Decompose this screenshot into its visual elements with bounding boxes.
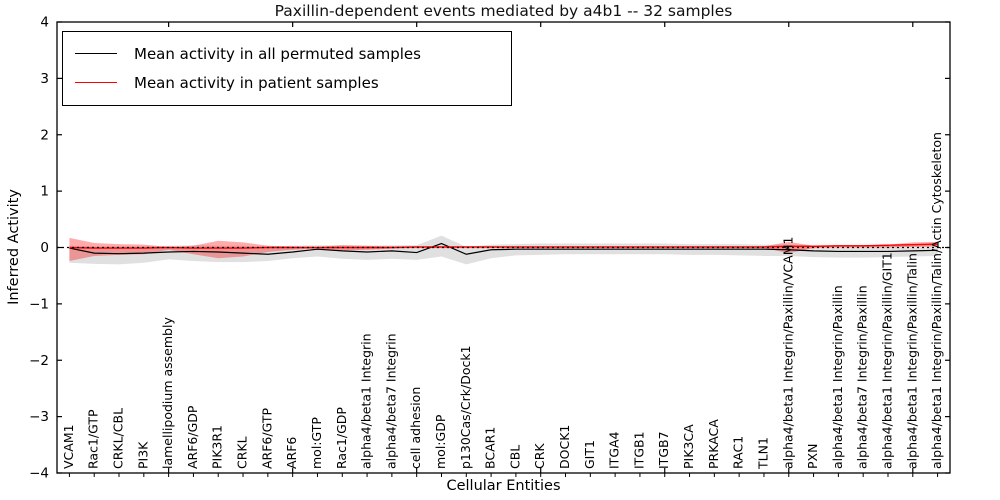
y-tick-label: −4 [29, 466, 49, 482]
y-tick-label: −3 [29, 409, 49, 425]
permuted-line-swatch [75, 53, 117, 54]
category-label: ITGB1 [631, 431, 646, 469]
patient-line-swatch [75, 82, 117, 83]
category-label: alpha4/beta7 Integrin/Paxillin [855, 285, 870, 469]
legend: Mean activity in all permuted samples Me… [62, 31, 512, 106]
category-label: alpha4/beta1 Integrin [359, 333, 374, 469]
mean-line [69, 242, 938, 255]
category-label: ARF6/GTP [259, 408, 274, 469]
legend-entry-label: Mean activity in patient samples [134, 73, 379, 92]
category-label: PI3K [135, 441, 150, 469]
category-label: alpha4/beta7 Integrin [383, 333, 398, 469]
category-label: Rac1/GDP [334, 407, 349, 469]
legend-entry: Mean activity in patient samples [75, 68, 499, 97]
category-label: DOCK1 [557, 425, 572, 469]
category-label: TLN1 [755, 437, 770, 470]
x-axis-label: Cellular Entities [446, 478, 561, 494]
y-tick-label: 2 [40, 127, 49, 143]
legend-entry: Mean activity in all permuted samples [75, 39, 499, 68]
category-label: PIK3R1 [210, 425, 225, 469]
category-label: ARF6/GDP [185, 405, 200, 469]
category-label: PRKACA [706, 419, 721, 469]
category-label: ARF6 [284, 437, 299, 469]
category-label: mol:GDP [433, 414, 448, 469]
category-label: BCAR1 [483, 427, 498, 469]
category-label: CBL [507, 445, 522, 469]
category-label: PXN [805, 444, 820, 469]
y-tick-label: −1 [29, 296, 49, 312]
category-label: alpha4/beta1 Integrin/Paxillin/Talin/Act… [929, 132, 944, 469]
category-label: cell adhesion [408, 387, 423, 469]
category-label: PIK3CA [681, 424, 696, 469]
category-label: CRK [532, 443, 547, 469]
category-label: ITGB7 [656, 431, 671, 469]
category-label: lamellipodium assembly [160, 317, 175, 469]
category-label: CRKL [235, 436, 250, 469]
y-tick-label: 0 [40, 240, 49, 256]
category-label: mol:GTP [309, 417, 324, 469]
category-label: GIT1 [582, 440, 597, 469]
category-label: alpha4/beta1 Integrin/Paxillin/GIT1 [879, 252, 894, 469]
y-tick-label: −2 [29, 353, 49, 369]
category-label: alpha4/beta1 Integrin/Paxillin/VCAM1 [780, 237, 795, 469]
category-label: alpha4/beta1 Integrin/Paxillin [830, 285, 845, 469]
y-tick-label: 3 [40, 71, 49, 87]
category-label: RAC1 [731, 436, 746, 469]
legend-entry-label: Mean activity in all permuted samples [134, 44, 421, 63]
category-label: p130Cas/Crk/Dock1 [458, 345, 473, 469]
y-tick-label: 4 [40, 15, 49, 31]
category-label: alpha4/beta1 Integrin/Paxillin/Talin [904, 253, 919, 469]
y-tick-label: 1 [40, 184, 49, 200]
category-label: CRKL/CBL [111, 408, 126, 469]
confidence-band [69, 237, 938, 262]
chart-title: Paxillin-dependent events mediated by a4… [274, 2, 733, 20]
category-label: VCAM1 [61, 424, 76, 469]
category-label: ITGA4 [607, 431, 622, 469]
category-label: Rac1/GTP [86, 409, 101, 469]
